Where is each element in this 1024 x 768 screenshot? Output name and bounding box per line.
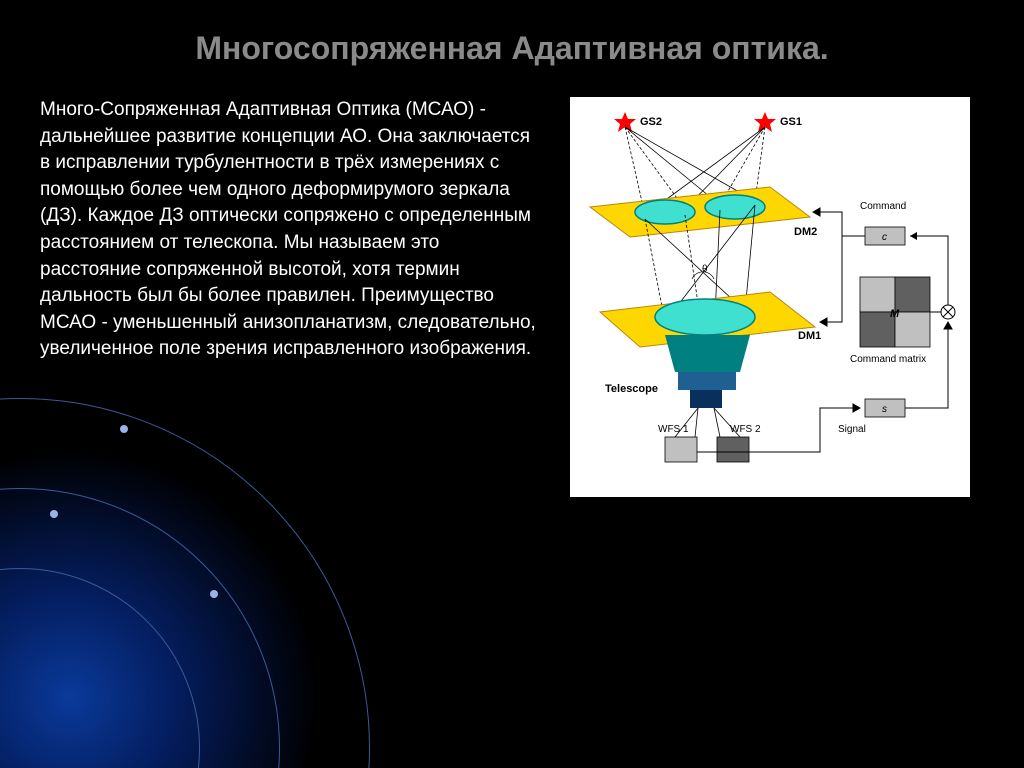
label-dm1: DM1 <box>798 330 821 342</box>
dm2-ellipse-right <box>705 195 765 219</box>
wfs2-box <box>717 437 749 462</box>
label-command-matrix: Command matrix <box>850 354 926 365</box>
dm1-ellipse <box>655 299 755 335</box>
slide-title: Многосопряженная Адаптивная оптика. <box>40 30 984 67</box>
command-matrix: M <box>860 277 930 347</box>
star-gs2-icon <box>614 112 636 132</box>
label-c: c <box>882 232 887 243</box>
label-gs2: GS2 <box>640 116 662 128</box>
label-wfs2: WFS 2 <box>730 424 761 435</box>
slide-content: Многосопряженная Адаптивная оптика. Мног… <box>0 0 1024 768</box>
wfs1-box <box>665 437 697 462</box>
label-theta: θ <box>702 264 708 275</box>
label-gs1: GS1 <box>780 116 802 128</box>
label-telescope: Telescope <box>605 383 658 395</box>
telescope-icon <box>665 335 750 408</box>
label-dm2: DM2 <box>794 226 817 238</box>
label-signal: Signal <box>838 424 866 435</box>
label-command: Command <box>860 201 906 212</box>
mcao-diagram: GS2 GS1 <box>570 97 970 497</box>
command-arrows <box>813 208 865 326</box>
body-paragraph: Много-Сопряженная Адаптивная Оптика (МСА… <box>40 97 540 363</box>
label-wfs1: WFS 1 <box>658 424 689 435</box>
label-s: s <box>882 404 887 415</box>
content-row: Много-Сопряженная Адаптивная Оптика (МСА… <box>40 97 984 497</box>
label-m: M <box>890 308 900 320</box>
dm2-surface <box>590 187 810 237</box>
